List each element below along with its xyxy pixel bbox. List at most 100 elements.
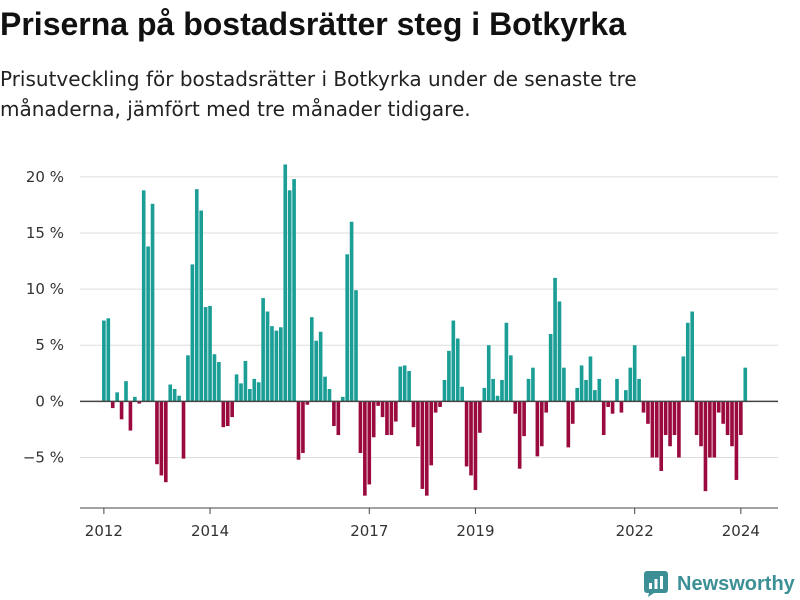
chart-subtitle: Prisutveckling för bostadsrätter i Botky… <box>0 67 637 121</box>
bar <box>473 401 478 491</box>
bar <box>394 401 398 422</box>
bar <box>411 401 416 428</box>
bar <box>225 401 230 427</box>
bar <box>455 338 460 402</box>
bar <box>619 401 624 413</box>
bar <box>628 367 633 402</box>
bar <box>739 401 743 436</box>
bar <box>677 401 681 458</box>
bar <box>279 327 283 402</box>
bar <box>345 254 349 402</box>
bar <box>703 401 708 492</box>
bar <box>332 401 336 427</box>
bar <box>522 401 526 437</box>
bar <box>526 378 531 402</box>
latest-value-label: 3 % <box>754 160 784 164</box>
bar <box>296 401 301 460</box>
annotation: 3 % <box>754 160 784 164</box>
bar <box>615 378 619 402</box>
bar <box>208 305 212 402</box>
bar <box>531 367 535 402</box>
bar <box>203 307 208 402</box>
bar <box>212 354 217 402</box>
bar <box>371 401 376 438</box>
x-tick-label: 2017 <box>350 522 388 540</box>
bar <box>460 386 464 402</box>
bar <box>256 382 261 402</box>
bar <box>159 401 164 476</box>
bar <box>699 401 703 447</box>
bar <box>424 401 429 496</box>
bar <box>562 367 566 402</box>
bar <box>464 401 469 467</box>
bar <box>349 221 354 402</box>
bar <box>606 401 610 407</box>
bar <box>593 390 597 402</box>
bar <box>668 401 672 447</box>
bar <box>486 345 491 402</box>
bar <box>327 389 332 402</box>
bar <box>150 203 155 402</box>
y-tick-label: 5 % <box>35 336 64 354</box>
bar <box>248 389 252 402</box>
bar <box>314 340 319 402</box>
bar <box>659 401 664 471</box>
bar <box>194 189 199 402</box>
bar <box>601 401 606 436</box>
bar <box>743 367 748 402</box>
bar <box>358 401 363 453</box>
bar <box>124 381 128 402</box>
bar <box>513 401 518 414</box>
bar <box>685 322 690 402</box>
bar <box>252 378 257 402</box>
y-tick-label: 10 % <box>26 280 64 298</box>
x-tick-label: 2012 <box>85 522 123 540</box>
bar <box>597 378 602 402</box>
bar <box>438 401 442 407</box>
bar <box>442 380 447 402</box>
bar <box>190 264 195 402</box>
bar <box>234 374 239 402</box>
bar-chart: −5 %0 %5 %10 %15 %20 % 2012 2014 2017 2019 2… <box>23 160 785 540</box>
bar <box>283 164 288 402</box>
bar <box>646 401 650 424</box>
bar <box>177 395 181 402</box>
bar <box>163 401 168 483</box>
bar <box>500 380 504 402</box>
newsworthy-logo-icon <box>644 571 668 597</box>
bar <box>725 401 730 436</box>
bar <box>584 380 588 402</box>
bar <box>186 355 190 402</box>
y-tick-label: 0 % <box>35 392 64 410</box>
bar <box>469 401 473 476</box>
bar <box>566 401 571 448</box>
bar <box>478 401 482 433</box>
bar <box>641 401 646 413</box>
bar <box>482 387 487 402</box>
x-tick-label: 2024 <box>722 522 760 540</box>
bar <box>340 396 345 402</box>
x-tick-label: 2019 <box>456 522 494 540</box>
bar <box>447 350 451 402</box>
bar <box>544 401 549 413</box>
bar <box>363 401 367 496</box>
y-tick-label: −5 % <box>23 448 64 466</box>
bar <box>491 378 495 402</box>
bar <box>385 401 389 436</box>
bar <box>416 401 420 447</box>
newsworthy-logo: Newsworthy <box>643 569 795 599</box>
bar <box>694 401 699 436</box>
bar <box>433 401 438 413</box>
bar <box>517 401 522 469</box>
bar <box>389 401 394 436</box>
bar <box>535 401 540 457</box>
bar <box>407 371 411 402</box>
bar <box>181 401 186 459</box>
bar <box>721 401 725 424</box>
bar <box>716 401 721 413</box>
bar <box>654 401 659 458</box>
bar <box>553 277 557 402</box>
bar <box>172 389 177 402</box>
bar <box>261 298 265 402</box>
bar <box>323 376 327 402</box>
